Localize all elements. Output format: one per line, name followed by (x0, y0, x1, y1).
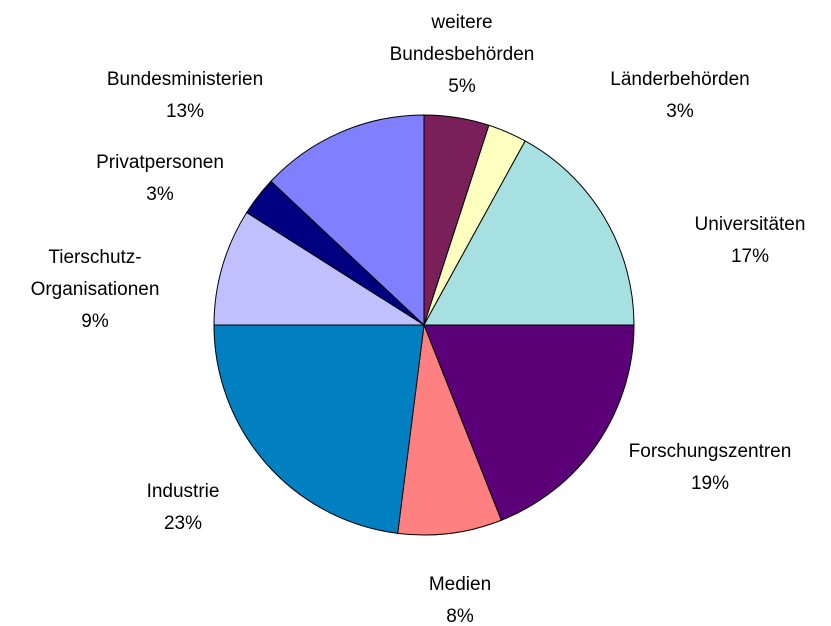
slice-label: Forschungszentren (629, 441, 792, 462)
slice-label: weitere Bundesbehörden (390, 12, 535, 65)
pie-slice (423, 324, 635, 521)
slice-label-line: Organisationen (31, 279, 160, 300)
slice-value-label: 19% (691, 473, 729, 494)
pie-slice (213, 324, 425, 534)
slice-value-label: 17% (731, 246, 769, 267)
pie-slice (397, 324, 502, 536)
slice-label-line: Forschungszentren (629, 441, 792, 462)
slice-label: Tierschutz- Organisationen (31, 247, 160, 300)
pie-slice (423, 140, 635, 326)
slice-label: Universitäten (695, 214, 806, 235)
slice-value-label: 5% (448, 76, 476, 97)
pie-slice (270, 114, 425, 327)
slice-label-line: Medien (429, 574, 491, 595)
slice-value-label: 3% (666, 101, 694, 122)
pie-slice (213, 211, 426, 326)
slice-value-label: 13% (166, 101, 204, 122)
slice-label-line: Privatpersonen (96, 152, 224, 173)
slice-value-label: 3% (146, 184, 174, 205)
slice-label-line: Länderbehörden (610, 69, 749, 90)
slice-value-label: 23% (164, 513, 202, 534)
slice-label: Medien (429, 574, 491, 595)
slice-label-line: weitere (430, 12, 492, 33)
slice-value-label: 9% (81, 311, 109, 332)
slice-label: Bundesministerien (107, 69, 263, 90)
slice-label-line: Tierschutz- (48, 247, 141, 268)
slice-label-line: Bundesministerien (107, 69, 263, 90)
slice-label: Privatpersonen (96, 152, 224, 173)
slice-label-line: Industrie (147, 481, 220, 502)
slice-value-label: 8% (446, 606, 474, 626)
slice-label-line: Bundesbehörden (390, 44, 535, 65)
slice-label: Länderbehörden (610, 69, 749, 90)
slice-label-line: Universitäten (695, 214, 806, 235)
slice-label: Industrie (147, 481, 220, 502)
